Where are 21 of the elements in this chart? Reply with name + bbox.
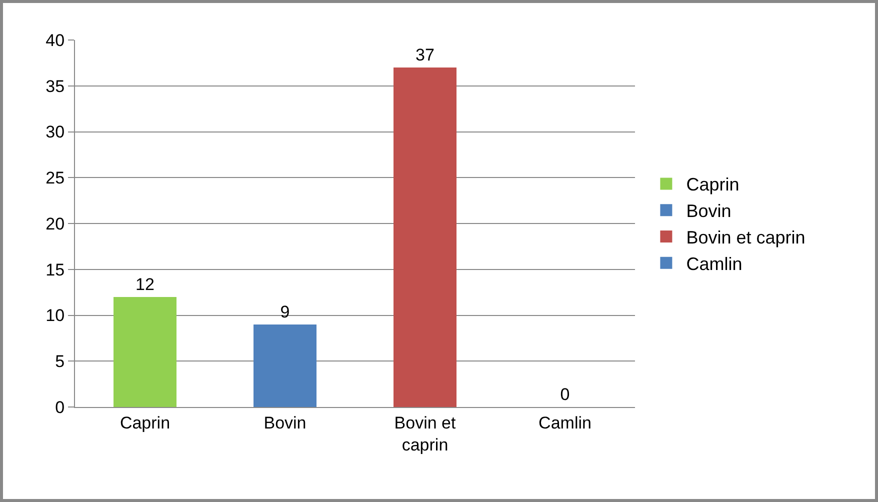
- x-tick-label: Bovin et caprin: [394, 413, 456, 454]
- y-tick-label: 25: [46, 168, 65, 188]
- y-tick-label: 5: [55, 352, 65, 372]
- x-tick-label: Caprin: [120, 413, 170, 432]
- data-label: 37: [416, 46, 434, 65]
- data-label: 0: [560, 385, 570, 404]
- data-label: 9: [280, 302, 290, 322]
- legend-label: Camlin: [686, 254, 742, 274]
- y-tick-label: 10: [46, 306, 65, 326]
- legend-label: Bovin: [686, 201, 732, 222]
- y-tick-label: 0: [55, 398, 65, 417]
- legend-label: Caprin: [686, 174, 740, 195]
- legend-label: Bovin et caprin: [686, 228, 806, 248]
- y-tick-label: 35: [46, 76, 65, 96]
- x-tick-label: Camlin: [538, 413, 592, 432]
- y-tick-label: 40: [46, 30, 65, 50]
- y-tick-label: 15: [46, 260, 65, 280]
- y-tick-label: 20: [46, 214, 65, 234]
- data-label: 12: [136, 274, 154, 294]
- x-tick-label: Bovin: [264, 413, 306, 432]
- y-tick-label: 30: [46, 122, 65, 142]
